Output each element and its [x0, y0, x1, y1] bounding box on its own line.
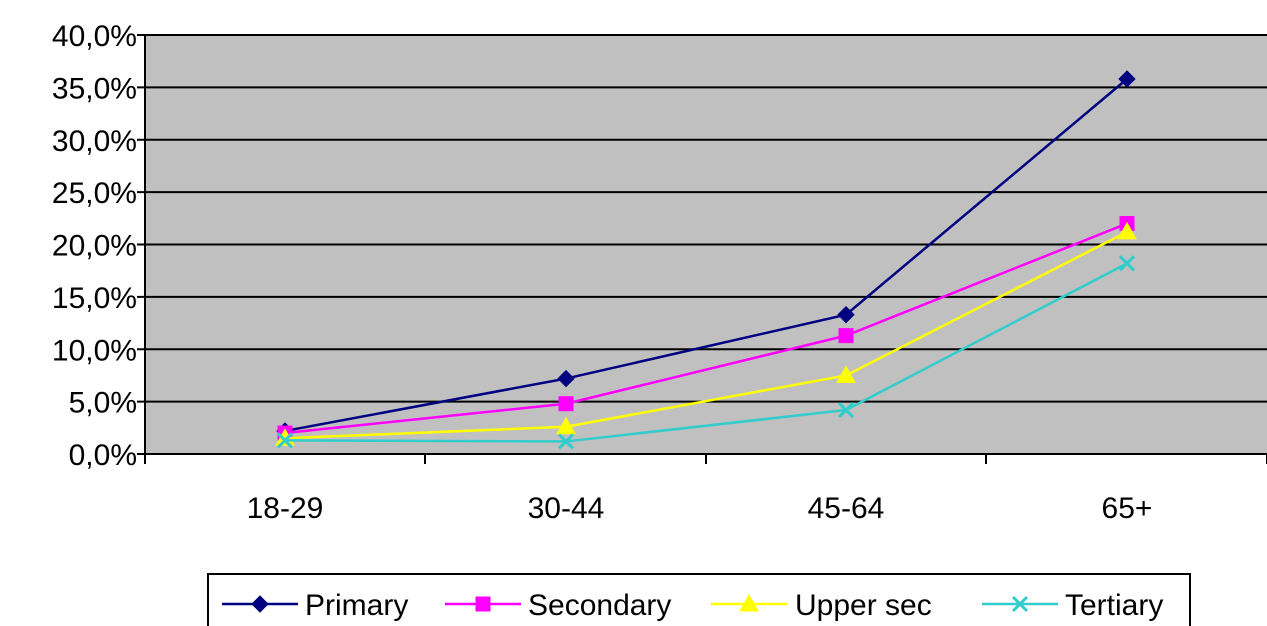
legend-item: Secondary [445, 589, 671, 622]
gridlines [145, 34, 1267, 403]
x-tick-label: 65+ [1102, 492, 1153, 525]
legend-marker [251, 595, 269, 613]
series-layer [275, 70, 1137, 450]
y-tick-label: 20,0% [52, 230, 137, 263]
series-line [284, 222, 1128, 435]
legend-marker [1011, 595, 1029, 613]
data-point [558, 396, 574, 412]
legend: Primary Secondary Upper sec Tertiary [207, 573, 1191, 626]
y-tick-label: 40,0% [52, 20, 137, 53]
y-tick-label: 35,0% [52, 72, 137, 105]
legend-marker [739, 593, 759, 612]
legend-marker [475, 596, 491, 612]
data-point [557, 369, 575, 388]
y-tick-label: 5,0% [69, 387, 137, 420]
data-point [836, 365, 856, 383]
legend-label: Primary [305, 589, 408, 622]
data-point [837, 401, 855, 419]
series-tertiary [276, 255, 1136, 450]
series-line [284, 262, 1128, 443]
series-line [284, 230, 1128, 440]
data-point [837, 305, 855, 324]
y-tick-label: 0,0% [69, 439, 137, 472]
series-line [284, 78, 1128, 433]
data-point [1118, 70, 1136, 88]
data-point [556, 416, 576, 435]
x-tick-label: 30-44 [528, 492, 605, 525]
y-axis-ticks: 0,0% 5,0% 10,0% 15,0% 20,0% 25,0% 30,0% 35,0% 40… [52, 20, 145, 472]
legend-label: Secondary [528, 589, 671, 622]
x-tick-label: 18-29 [247, 492, 324, 525]
legend-item: Upper sec [711, 589, 932, 622]
legend-box [207, 573, 1191, 626]
legend-item: Tertiary [982, 589, 1163, 622]
legend-label: Upper sec [795, 589, 932, 622]
x-tick-label: 45-64 [808, 492, 885, 525]
data-point [276, 432, 294, 449]
data-point [557, 433, 575, 450]
data-point [1118, 255, 1136, 272]
y-tick-label: 15,0% [52, 282, 137, 315]
y-tick-label: 10,0% [52, 334, 137, 367]
y-tick-label: 25,0% [52, 177, 137, 210]
series-upper-sec [275, 221, 1137, 446]
legend-label: Tertiary [1065, 589, 1163, 622]
data-point [838, 328, 854, 344]
legend-item: Primary [222, 589, 408, 622]
y-tick-label: 30,0% [52, 125, 137, 158]
x-axis-ticks: 18-29 30-44 45-64 65+ [144, 454, 1267, 525]
data-point [1117, 221, 1137, 240]
